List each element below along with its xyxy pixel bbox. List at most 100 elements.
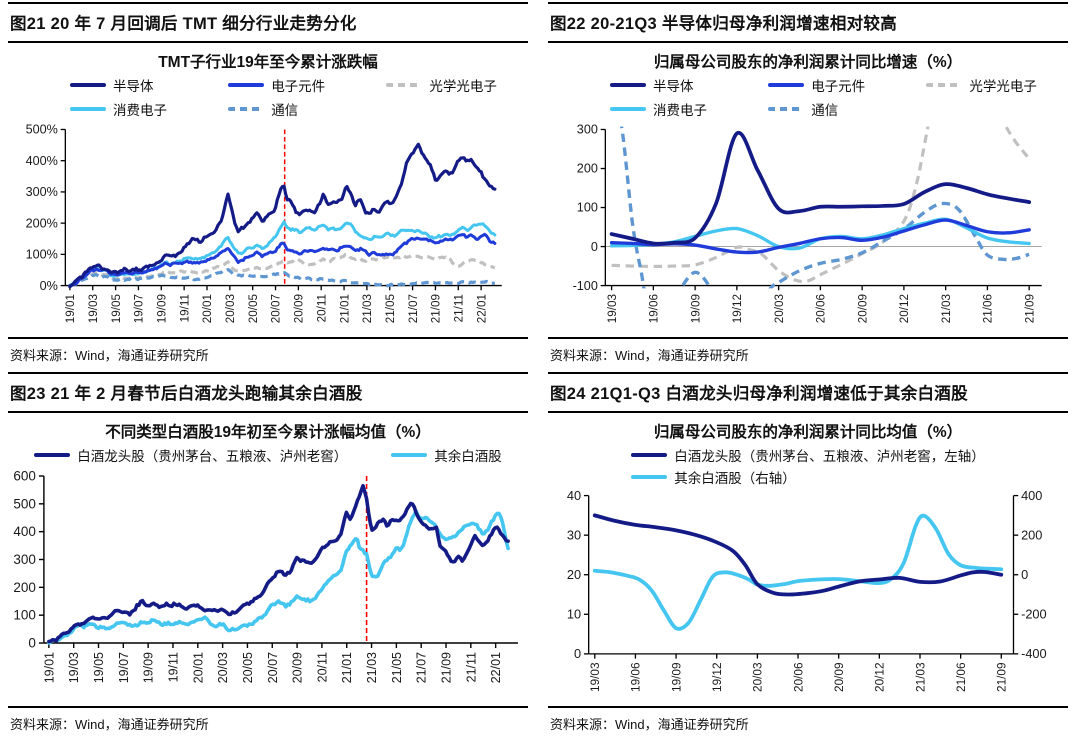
svg-text:20/01: 20/01: [191, 652, 205, 683]
legend-item: 白酒龙头股（贵州茅台、五粮液、泸州老窖，左轴）: [631, 445, 985, 465]
legend-label: 白酒龙头股（贵州茅台、五粮液、泸州老窖）: [77, 449, 348, 464]
svg-text:19/11: 19/11: [166, 652, 180, 682]
svg-text:0: 0: [574, 646, 581, 661]
legend-item: 电子元件: [768, 75, 926, 95]
svg-text:200: 200: [577, 162, 598, 176]
svg-text:21/05: 21/05: [390, 652, 404, 683]
chart-legend: 白酒龙头股（贵州茅台、五粮液、泸州老窖，左轴） 其余白酒股（右轴）: [631, 445, 985, 487]
svg-text:19/03: 19/03: [606, 294, 619, 323]
semiconductor-profit-chart: -100 0 100 200 300 19/03 19/06 19/09 19/12 20/03 2…: [573, 123, 1042, 323]
legend-line-swatch: [631, 453, 668, 457]
svg-text:19/05: 19/05: [110, 294, 123, 323]
figure-panel-23: 图23 21 年 2 月春节后白酒龙头跑输其余白酒股 不同类型白酒股19年初至今…: [0, 370, 540, 739]
svg-text:0: 0: [591, 240, 598, 254]
chart-legend: 半导体 电子元件 光学光电子 消费电子 通信: [548, 75, 1068, 119]
legend-label: 白酒龙头股（贵州茅台、五粮液、泸州老窖，左轴）: [674, 449, 985, 464]
svg-text:300%: 300%: [26, 185, 58, 199]
svg-text:20/09: 20/09: [856, 294, 869, 323]
svg-text:0: 0: [1021, 567, 1028, 582]
legend-label: 其余白酒股: [434, 449, 502, 464]
legend-label: 半导体: [653, 79, 694, 94]
svg-text:0%: 0%: [40, 279, 58, 293]
legend-item: 通信: [228, 99, 386, 119]
svg-text:20/03: 20/03: [773, 294, 786, 323]
legend-dashed-line-swatch: [926, 83, 963, 87]
legend-label: 电子元件: [271, 79, 326, 94]
legend-label: 通信: [811, 103, 839, 118]
svg-text:19/11: 19/11: [178, 294, 191, 322]
svg-text:19/07: 19/07: [117, 652, 131, 683]
legend-line-swatch: [631, 475, 668, 479]
svg-text:400: 400: [13, 524, 36, 539]
svg-text:-400: -400: [1021, 646, 1047, 661]
svg-text:19/03: 19/03: [588, 662, 602, 692]
legend-label: 半导体: [113, 79, 154, 94]
svg-text:600: 600: [13, 469, 36, 484]
svg-text:20/01: 20/01: [201, 294, 214, 323]
legend-line-swatch: [610, 107, 646, 111]
svg-text:21/03: 21/03: [913, 662, 927, 692]
svg-text:19/12: 19/12: [731, 294, 744, 323]
legend-line-swatch: [228, 83, 265, 87]
svg-text:19/09: 19/09: [669, 662, 683, 692]
chart-legend: 白酒龙头股（贵州茅台、五粮液、泸州老窖） 其余白酒股: [8, 445, 528, 465]
legend-label: 消费电子: [653, 103, 707, 118]
legend-item: 半导体: [610, 75, 768, 95]
svg-text:20/05: 20/05: [247, 294, 260, 323]
svg-text:21/01: 21/01: [340, 652, 354, 683]
baijiu-profit-chart: 0 10 20 30 40 -400 -200 0 200 400 19/03 19/06 19/09 1…: [567, 488, 1047, 692]
svg-text:20/09: 20/09: [832, 662, 846, 692]
legend-line-swatch: [391, 453, 428, 457]
svg-text:21/03: 21/03: [365, 652, 379, 683]
legend-line-swatch: [610, 83, 646, 87]
svg-text:19/09: 19/09: [689, 294, 702, 323]
chart-legend: 半导体 电子元件 光学光电子 消费电子 通信: [8, 75, 528, 119]
svg-text:21/09: 21/09: [440, 652, 454, 683]
source-note: 资料来源：Wind，海通证券研究所: [548, 337, 1068, 370]
svg-text:22/01: 22/01: [489, 652, 503, 683]
svg-text:100: 100: [13, 608, 36, 623]
svg-text:20/09: 20/09: [293, 294, 306, 323]
legend-item: 半导体: [70, 75, 228, 95]
svg-text:20/11: 20/11: [315, 652, 329, 682]
svg-text:21/03: 21/03: [940, 294, 953, 323]
svg-text:300: 300: [577, 123, 598, 137]
chart-title: 归属母公司股东的净利润累计同比均值（%）: [653, 424, 963, 441]
svg-text:21/01: 21/01: [338, 294, 351, 323]
source-note: 资料来源：Wind，海通证券研究所: [548, 706, 1068, 739]
legend-line-swatch: [70, 83, 106, 87]
svg-text:19/01: 19/01: [64, 294, 77, 323]
panel-header: 图21 20 年 7 月回调后 TMT 细分行业走势分化: [8, 2, 528, 43]
legend-label: 消费电子: [113, 103, 167, 118]
svg-text:21/07: 21/07: [415, 652, 429, 683]
legend-line-swatch: [768, 83, 805, 87]
figure-panel-22: 图22 20-21Q3 半导体归母净利润增速相对较高 归属母公司股东的净利润累计…: [540, 0, 1080, 370]
svg-text:19/09: 19/09: [142, 652, 156, 683]
svg-text:100%: 100%: [26, 248, 58, 262]
svg-text:20: 20: [567, 567, 581, 582]
svg-text:20/11: 20/11: [315, 294, 328, 322]
legend-label: 通信: [271, 103, 299, 118]
svg-text:21/09: 21/09: [430, 294, 443, 323]
svg-text:19/12: 19/12: [710, 662, 724, 692]
svg-text:-200: -200: [1021, 607, 1047, 622]
legend-label: 其余白酒股（右轴）: [674, 471, 796, 486]
svg-text:21/06: 21/06: [954, 662, 968, 692]
svg-text:21/09: 21/09: [1023, 294, 1036, 323]
svg-text:400: 400: [1021, 488, 1042, 503]
legend-item: 消费电子: [610, 99, 768, 119]
svg-text:20/07: 20/07: [266, 652, 280, 683]
svg-text:21/11: 21/11: [464, 652, 478, 682]
baijiu-returns-chart: 0 100 200 300 400 500 600 19/01 19/03 19/05 19/07 1…: [13, 469, 518, 683]
svg-text:300: 300: [13, 552, 36, 567]
panel-header: 图22 20-21Q3 半导体归母净利润增速相对较高: [548, 2, 1068, 43]
chart-title: 不同类型白酒股19年初至今累计涨幅均值（%）: [105, 424, 431, 441]
svg-text:19/07: 19/07: [133, 294, 146, 323]
source-note: 资料来源：Wind，海通证券研究所: [8, 706, 528, 739]
svg-text:30: 30: [567, 527, 581, 542]
svg-text:21/07: 21/07: [407, 294, 420, 323]
svg-text:20/09: 20/09: [291, 652, 305, 683]
chart-title: 归属母公司股东的净利润累计同比增速（%）: [653, 54, 963, 71]
svg-text:19/01: 19/01: [42, 652, 56, 683]
